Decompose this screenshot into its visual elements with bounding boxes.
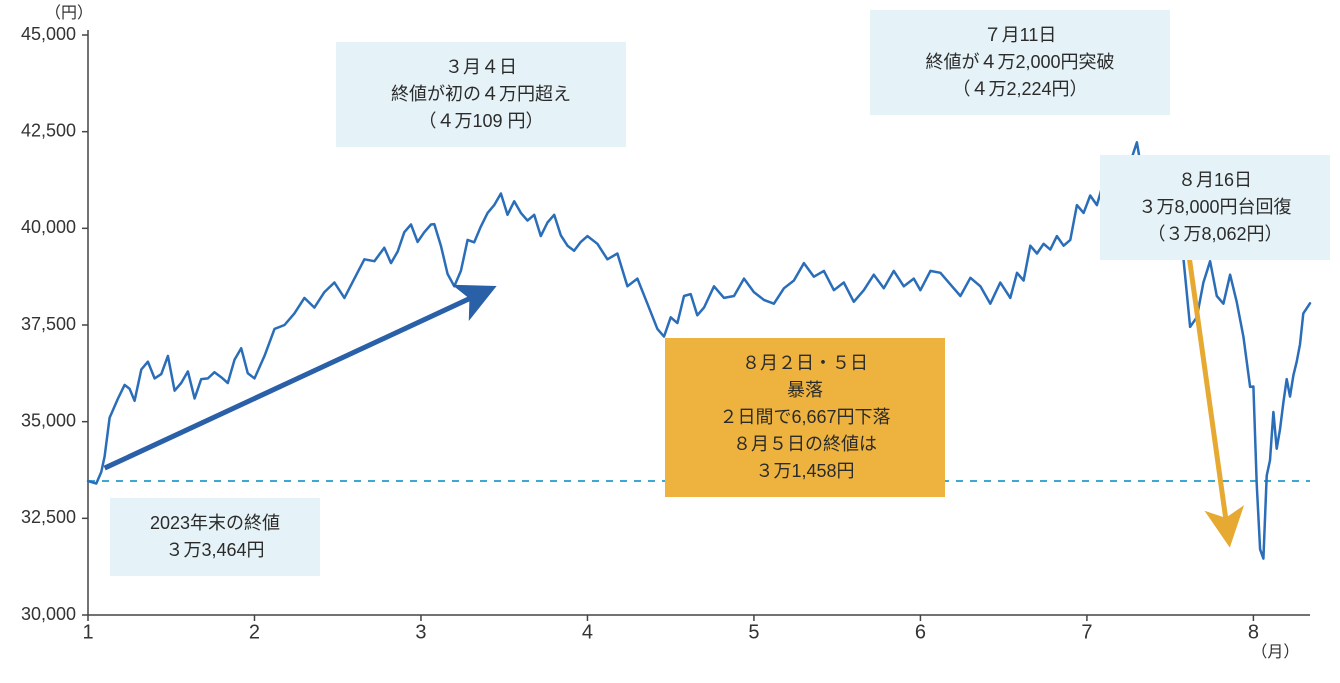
callout-line: （４万109 円） — [354, 108, 608, 135]
callout-line: 2023年末の終値 — [128, 510, 302, 537]
callout-line: （４万2,224円） — [888, 76, 1152, 103]
svg-text:3: 3 — [415, 622, 426, 644]
svg-text:37,500: 37,500 — [21, 314, 76, 334]
callout-crash: ８月２日・５日 暴落 ２日間で6,667円下落 ８月５日の終値は ３万1,458… — [665, 338, 945, 497]
callout-jul11: ７月11日 終値が４万2,000円突破 （４万2,224円） — [870, 10, 1170, 115]
svg-text:2: 2 — [249, 622, 260, 644]
callout-start: 2023年末の終値 ３万3,464円 — [110, 498, 320, 576]
svg-text:32,500: 32,500 — [21, 507, 76, 527]
callout-line: 暴落 — [683, 377, 927, 404]
svg-text:8: 8 — [1248, 622, 1259, 644]
callout-line: ３月４日 — [354, 54, 608, 81]
callout-line: ８月５日の終値は — [683, 431, 927, 458]
svg-text:6: 6 — [915, 622, 926, 644]
svg-text:35,000: 35,000 — [21, 410, 76, 430]
callout-line: ８月２日・５日 — [683, 350, 927, 377]
svg-text:5: 5 — [748, 622, 759, 644]
callout-aug16: ８月16日 ３万8,000円台回復 （３万8,062円） — [1100, 155, 1330, 260]
svg-text:1: 1 — [82, 622, 93, 644]
svg-text:（円）: （円） — [45, 4, 93, 22]
callout-line: ３万3,464円 — [128, 537, 302, 564]
svg-text:42,500: 42,500 — [21, 120, 76, 140]
svg-text:4: 4 — [582, 622, 593, 644]
callout-line: ３万1,458円 — [683, 458, 927, 485]
svg-text:7: 7 — [1081, 622, 1092, 644]
callout-line: ７月11日 — [888, 22, 1152, 49]
svg-text:40,000: 40,000 — [21, 217, 76, 237]
svg-text:45,000: 45,000 — [21, 24, 76, 44]
callout-line: ３万8,000円台回復 — [1118, 194, 1312, 221]
callout-line: ８月16日 — [1118, 167, 1312, 194]
svg-text:30,000: 30,000 — [21, 604, 76, 624]
callout-line: ２日間で6,667円下落 — [683, 404, 927, 431]
svg-text:（月）: （月） — [1251, 643, 1299, 661]
stock-chart: 30,000 32,500 35,000 37,500 40,000 42,500 45,0… — [0, 0, 1340, 683]
callout-line: （３万8,062円） — [1118, 221, 1312, 248]
callout-line: 終値が初の４万円超え — [354, 81, 608, 108]
callout-line: 終値が４万2,000円突破 — [888, 49, 1152, 76]
callout-mar4: ３月４日 終値が初の４万円超え （４万109 円） — [336, 42, 626, 147]
